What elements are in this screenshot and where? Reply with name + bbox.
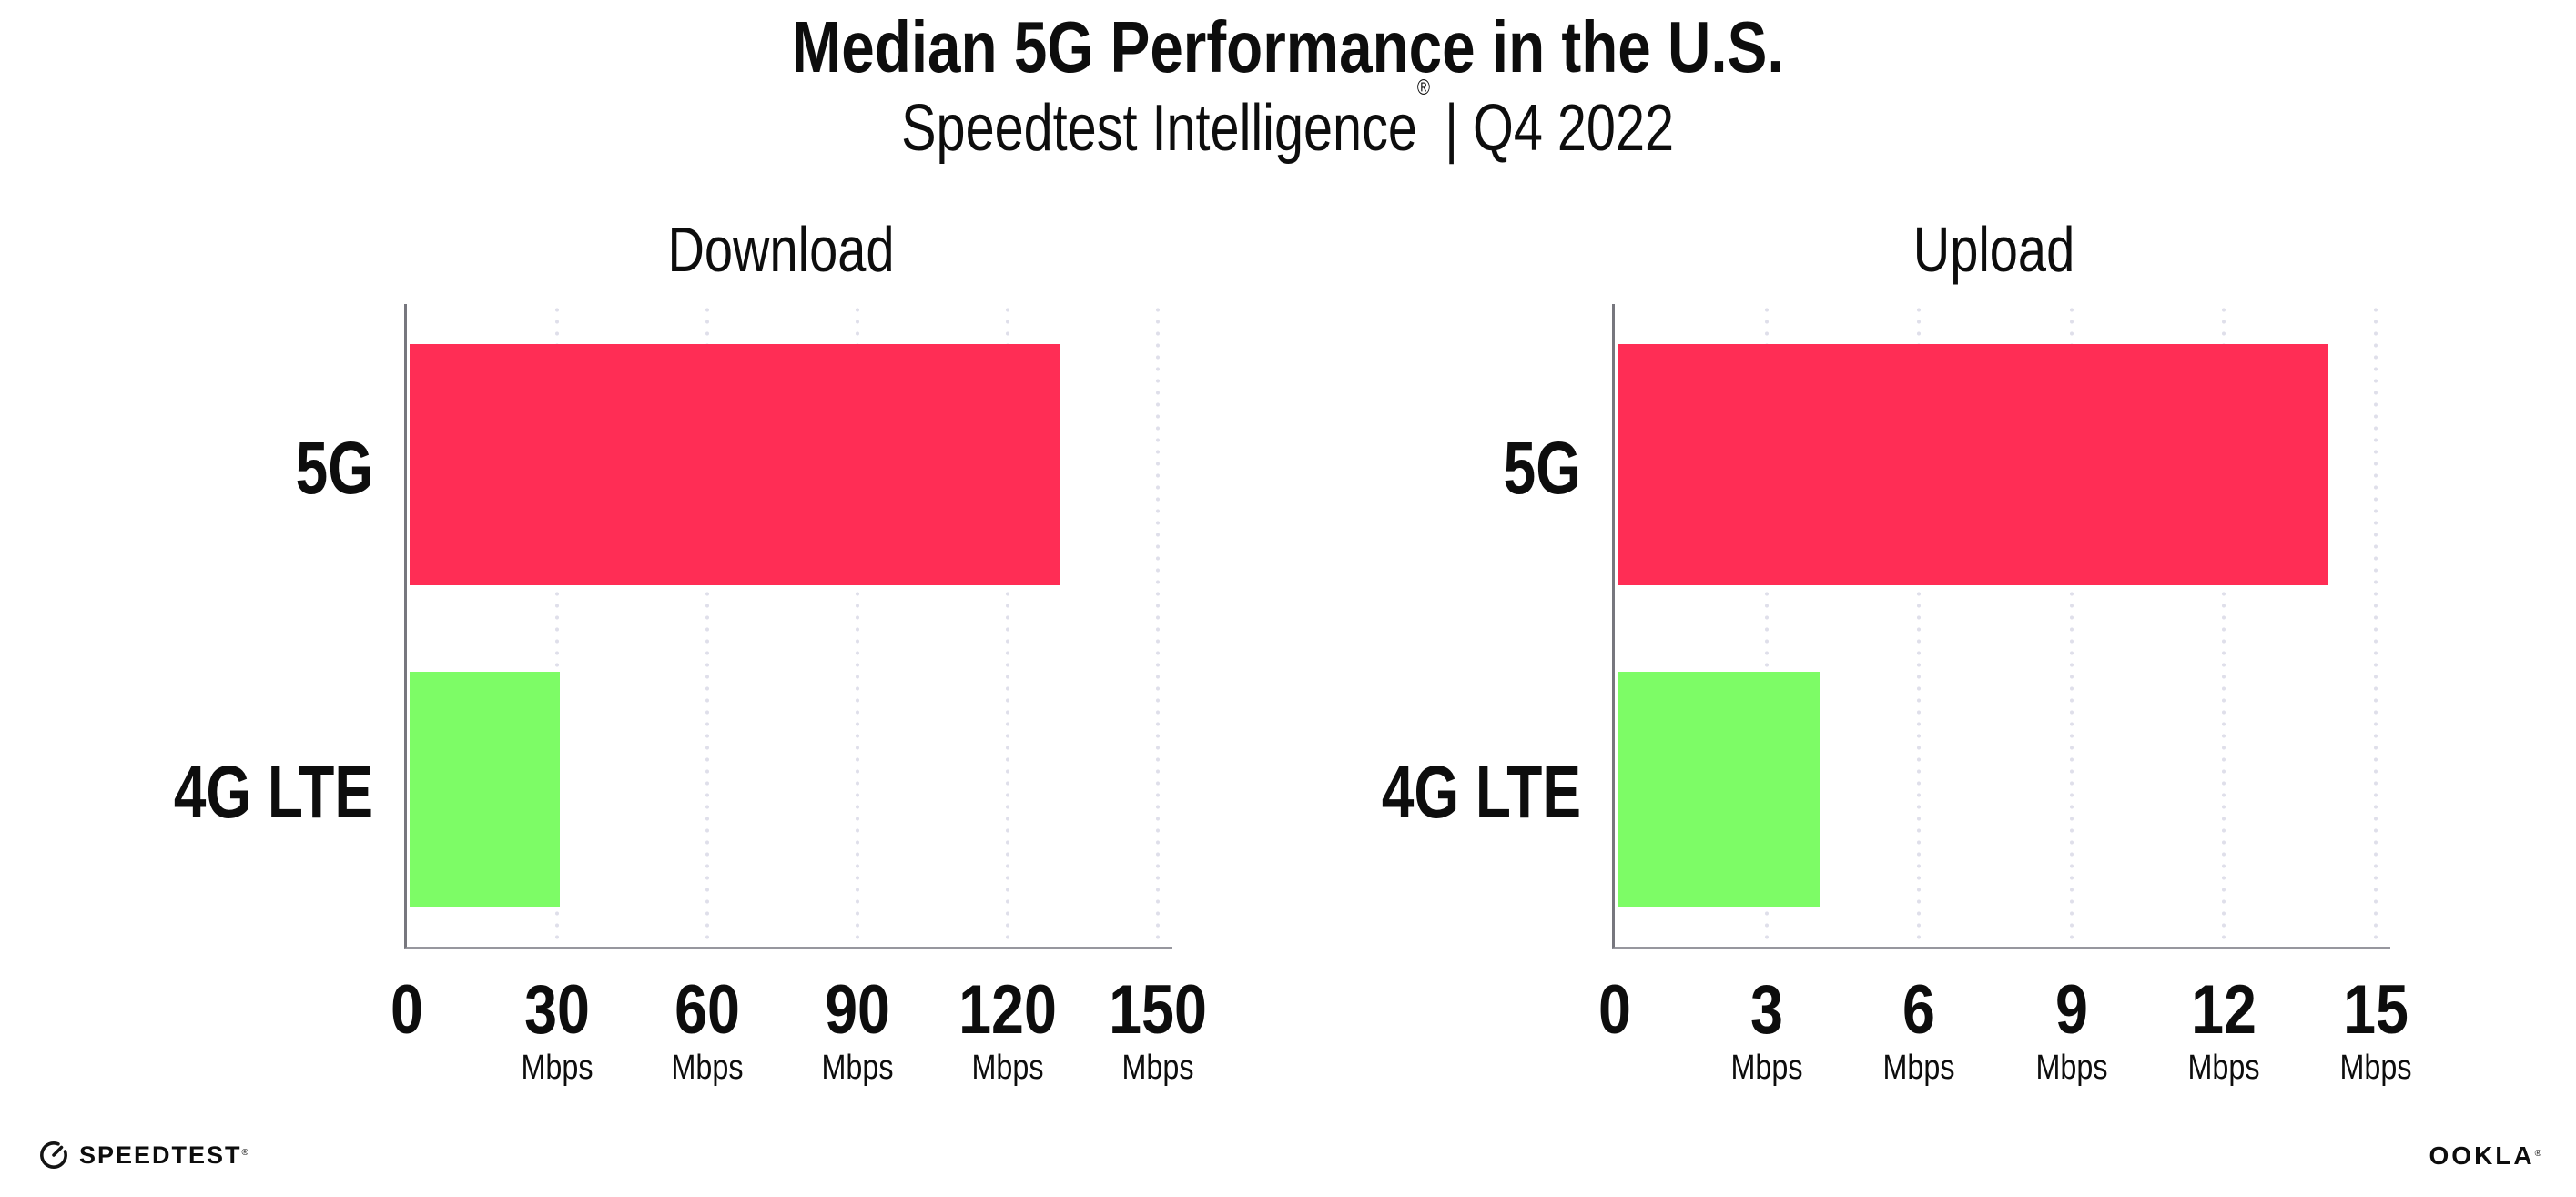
category-label-5g: 5G bbox=[295, 427, 373, 510]
x-grid-line bbox=[1006, 304, 1009, 947]
x-tick-value: 30 bbox=[524, 971, 590, 1049]
x-tick-unit: Mbps bbox=[1730, 1049, 1803, 1087]
x-tick-unit: Mbps bbox=[1121, 1049, 1194, 1087]
x-tick-unit: Mbps bbox=[2187, 1049, 2260, 1087]
x-grid-line bbox=[2221, 304, 2226, 947]
upload-x-axis-ticks: 0 3 Mbps 6 Mbps 9 Mbps 12 Mbps 15 Mbps bbox=[1598, 971, 2411, 1121]
x-tick: 60 Mbps bbox=[665, 971, 750, 1087]
x-grid-line bbox=[1156, 304, 1160, 947]
subtitle-text: Speedtest Intelligence® | Q4 2022 bbox=[901, 76, 1675, 165]
upload-chart-title: Upload bbox=[1912, 214, 2075, 285]
bar-5g-upload bbox=[1618, 344, 2328, 586]
x-tick: 9 Mbps bbox=[2029, 971, 2114, 1087]
speedtest-wordmark-text: SPEEDTEST bbox=[79, 1141, 242, 1169]
x-tick-value: 0 bbox=[390, 971, 423, 1049]
ookla-logo: OOKLA® bbox=[2429, 1143, 2544, 1169]
x-tick-value: 120 bbox=[958, 971, 1057, 1049]
download-chart-title: Download bbox=[667, 214, 895, 285]
bar-5g-download bbox=[410, 344, 1060, 586]
ookla-wordmark-text: OOKLA bbox=[2429, 1141, 2535, 1170]
x-tick-unit: Mbps bbox=[2035, 1049, 2108, 1087]
x-grid-line bbox=[2374, 304, 2378, 947]
subtitle-separator: | bbox=[1445, 92, 1459, 165]
x-tick: 0 bbox=[388, 976, 426, 1045]
bar-4g-lte-upload bbox=[1618, 671, 1820, 908]
x-tick-unit: Mbps bbox=[821, 1049, 894, 1087]
category-label-4g-lte: 4G LTE bbox=[173, 751, 373, 834]
x-tick: 0 bbox=[1596, 976, 1634, 1045]
x-tick: 3 Mbps bbox=[1725, 971, 1810, 1087]
x-grid-line bbox=[705, 304, 709, 947]
x-tick-value: 9 bbox=[2054, 971, 2088, 1049]
speedtest-registered-mark: ® bbox=[241, 1147, 250, 1158]
x-tick-value: 6 bbox=[1902, 971, 1936, 1049]
page-title: Median 5G Performance in the U.S. bbox=[0, 9, 2576, 86]
speedtest-gauge-icon bbox=[38, 1140, 69, 1171]
x-grid-line bbox=[1917, 304, 1922, 947]
x-grid-line bbox=[856, 304, 859, 947]
x-grid-line bbox=[1765, 304, 1770, 947]
download-plot-area bbox=[404, 304, 1172, 949]
x-tick: 6 Mbps bbox=[1877, 971, 1962, 1087]
speedtest-logo: SPEEDTEST® bbox=[38, 1140, 250, 1171]
x-tick-unit: Mbps bbox=[1882, 1049, 1955, 1087]
category-label-5g: 5G bbox=[1503, 427, 1581, 510]
x-tick: 15 Mbps bbox=[2334, 971, 2419, 1087]
x-tick: 12 Mbps bbox=[2181, 971, 2266, 1087]
category-label-4g-lte: 4G LTE bbox=[1381, 751, 1581, 834]
ookla-registered-mark: ® bbox=[2534, 1149, 2544, 1159]
x-grid-line bbox=[2069, 304, 2074, 947]
x-tick-value: 150 bbox=[1109, 971, 1207, 1049]
x-tick-value: 0 bbox=[1598, 971, 1631, 1049]
x-tick: 90 Mbps bbox=[816, 971, 900, 1087]
upload-plot-area bbox=[1612, 304, 2390, 949]
download-x-axis-ticks: 0 30 Mbps 60 Mbps 90 Mbps 120 Mbps 150 M… bbox=[390, 971, 1207, 1121]
page-subtitle: Speedtest Intelligence® | Q4 2022 bbox=[0, 76, 2576, 165]
page-title-text: Median 5G Performance in the U.S. bbox=[792, 6, 1784, 87]
x-tick-value: 15 bbox=[2343, 971, 2409, 1049]
bar-4g-lte-download bbox=[410, 671, 560, 908]
x-tick-value: 3 bbox=[1750, 971, 1784, 1049]
x-tick: 30 Mbps bbox=[515, 971, 600, 1087]
speedtest-wordmark: SPEEDTEST® bbox=[79, 1141, 250, 1169]
x-tick-unit: Mbps bbox=[521, 1049, 593, 1087]
x-tick-value: 60 bbox=[674, 971, 740, 1049]
x-tick-unit: Mbps bbox=[971, 1049, 1044, 1087]
x-grid-line bbox=[555, 304, 559, 947]
x-tick-value: 12 bbox=[2190, 971, 2257, 1049]
subtitle-period: Q4 2022 bbox=[1473, 92, 1675, 165]
x-tick: 120 Mbps bbox=[950, 971, 1066, 1087]
x-tick-unit: Mbps bbox=[2339, 1049, 2412, 1087]
subtitle-brand: Speedtest Intelligence bbox=[901, 92, 1418, 165]
registered-trademark-symbol: ® bbox=[1417, 76, 1431, 100]
x-tick-value: 90 bbox=[825, 971, 890, 1049]
x-tick: 150 Mbps bbox=[1100, 971, 1216, 1087]
x-tick-unit: Mbps bbox=[671, 1049, 744, 1087]
